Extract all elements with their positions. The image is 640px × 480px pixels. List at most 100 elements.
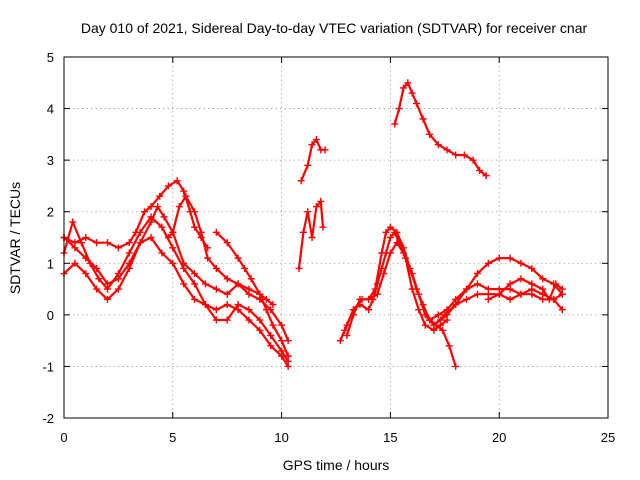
data-point [426, 130, 434, 138]
data-point [169, 228, 177, 236]
data-point [299, 228, 307, 236]
data-point [463, 285, 471, 293]
data-point [528, 290, 536, 298]
data-point [473, 290, 481, 298]
data-point [212, 285, 220, 293]
data-point [495, 254, 503, 262]
data-point [528, 264, 536, 272]
data-point [378, 249, 386, 257]
series-track-d [60, 177, 212, 252]
data-point [256, 290, 264, 298]
data-point [147, 218, 155, 226]
data-point [399, 84, 407, 92]
data-point [114, 285, 122, 293]
series-line [62, 205, 290, 342]
x-tick-label: 0 [60, 430, 67, 445]
data-point [517, 275, 525, 283]
data-point [191, 280, 199, 288]
data-point [386, 223, 394, 231]
data-point [473, 270, 481, 278]
y-tick-label: -1 [42, 359, 54, 374]
data-point [175, 203, 183, 211]
data-point [164, 182, 172, 190]
data-point [393, 228, 401, 236]
data-point [528, 280, 536, 288]
x-tick-label: 25 [601, 430, 615, 445]
data-point [415, 306, 423, 314]
data-point [95, 275, 103, 283]
data-point [269, 301, 277, 309]
data-point [180, 187, 188, 195]
data-point [395, 105, 403, 113]
series-track-g [295, 197, 327, 272]
data-point [114, 244, 122, 252]
data-point [114, 270, 122, 278]
data-point [539, 295, 547, 303]
data-point [93, 264, 101, 272]
data-point [223, 301, 231, 309]
data-point [445, 342, 453, 350]
data-point [82, 234, 90, 241]
series-track-h [297, 136, 329, 185]
data-point [169, 259, 177, 267]
data-point [278, 347, 286, 355]
series-track-o [391, 79, 490, 180]
series-track-e [164, 192, 277, 309]
data-point [439, 326, 447, 334]
data-point [158, 223, 166, 231]
data-point [86, 259, 94, 267]
data-point [247, 275, 255, 283]
data-point [136, 239, 144, 247]
data-point [295, 264, 303, 272]
series-line [215, 231, 290, 358]
data-point [517, 290, 525, 298]
data-point [267, 342, 275, 350]
data-point [182, 192, 190, 200]
data-point [191, 295, 199, 303]
data-point [304, 161, 312, 169]
data-point [404, 79, 412, 87]
data-point [212, 228, 220, 236]
data-point [278, 337, 286, 345]
data-point [539, 285, 547, 293]
data-point [269, 321, 277, 329]
data-point [484, 285, 492, 293]
data-point [319, 223, 327, 231]
data-point [365, 295, 373, 303]
data-point [104, 239, 112, 247]
data-point [469, 156, 477, 164]
series-track-m [430, 254, 566, 329]
x-tick-label: 5 [169, 430, 176, 445]
data-point [241, 264, 249, 272]
data-point [297, 177, 305, 185]
data-point [356, 295, 364, 303]
data-point [539, 275, 547, 283]
data-point [82, 270, 90, 278]
data-point [434, 141, 442, 149]
data-point [69, 218, 77, 226]
data-point [191, 208, 199, 216]
y-tick-label: 0 [47, 308, 54, 323]
data-point [343, 331, 351, 339]
data-point [304, 208, 312, 216]
data-point [380, 270, 388, 278]
y-tick-label: 1 [47, 256, 54, 271]
data-point [223, 290, 231, 298]
data-point [421, 321, 429, 329]
data-point [173, 177, 181, 185]
data-point [223, 239, 231, 247]
data-point [234, 254, 242, 262]
data-point [284, 337, 292, 345]
data-point [158, 249, 166, 257]
series-line [62, 236, 290, 368]
data-point [93, 285, 101, 293]
data-point [460, 151, 468, 159]
data-point [104, 285, 112, 293]
data-point [125, 239, 133, 247]
x-tick-label: 15 [383, 430, 397, 445]
chart-title: Day 010 of 2021, Sidereal Day-to-day VTE… [81, 20, 588, 36]
data-point [312, 136, 320, 144]
data-point [430, 321, 438, 329]
data-point [223, 275, 231, 283]
data-point [262, 295, 270, 303]
